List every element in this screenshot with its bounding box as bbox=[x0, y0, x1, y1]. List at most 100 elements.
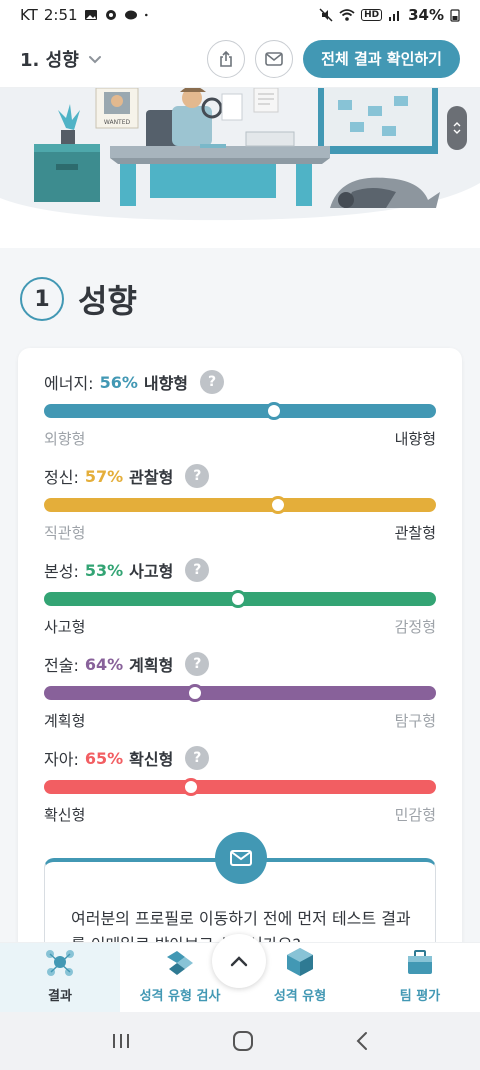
trait-bar-knob bbox=[182, 778, 200, 796]
trait-bar bbox=[44, 590, 436, 608]
app-header: 1. 성향 전체 결과 확인하기 bbox=[0, 30, 480, 88]
trait-type: 계획형 bbox=[129, 656, 174, 675]
trait-bar bbox=[44, 684, 436, 702]
trait-bar-knob bbox=[229, 590, 248, 608]
view-full-results-button[interactable]: 전체 결과 확인하기 bbox=[303, 39, 460, 78]
detective-office-illustration: WANTED bbox=[0, 88, 480, 248]
chevron-up-icon bbox=[230, 956, 248, 967]
trait-type: 사고형 bbox=[129, 562, 174, 581]
trait-right-pole: 관찰형 bbox=[394, 524, 436, 542]
wifi-icon bbox=[339, 9, 355, 21]
trait-row: 정신: 57% 관찰형? 직관형 관찰형 bbox=[44, 464, 436, 543]
section-dropdown-label: 1. 성향 bbox=[20, 49, 79, 71]
hd-badge: HD bbox=[361, 9, 383, 21]
help-icon[interactable]: ? bbox=[185, 558, 210, 582]
trait-bar-knob bbox=[269, 496, 288, 514]
trait-right-pole: 감정형 bbox=[394, 618, 436, 636]
envelope-icon bbox=[265, 51, 283, 66]
trait-right-pole: 민감형 bbox=[394, 806, 436, 824]
trait-row: 에너지: 56% 내향형? 외향형 내향형 bbox=[44, 370, 436, 449]
trait-bar bbox=[44, 402, 436, 420]
trait-right-pole: 탐구형 bbox=[394, 712, 436, 730]
nav-team-assessment[interactable]: 팀 평가 bbox=[360, 943, 480, 1012]
signal-icon bbox=[389, 11, 400, 21]
wanted-poster-text: WANTED bbox=[104, 119, 131, 126]
email-circle-button[interactable] bbox=[215, 832, 267, 884]
team-assessment-icon bbox=[408, 950, 432, 974]
status-bar: KT 2:51 HD 34% bbox=[0, 0, 480, 30]
trait-bar-ends: 사고형 감정형 bbox=[44, 616, 436, 637]
trait-name: 전술: bbox=[44, 656, 79, 675]
share-button[interactable] bbox=[207, 39, 246, 78]
recent-apps-icon[interactable] bbox=[110, 1031, 132, 1051]
chevron-down-small-icon bbox=[453, 129, 461, 134]
help-icon[interactable]: ? bbox=[185, 464, 210, 488]
section-title: 성향 bbox=[78, 282, 137, 320]
trait-label-row: 본성: 53% 사고형? bbox=[44, 558, 436, 582]
more-notifications-icon bbox=[144, 13, 148, 17]
system-navigation-bar bbox=[0, 1012, 480, 1070]
trait-row: 자아: 65% 확신형? 확신형 민감형 bbox=[44, 746, 436, 825]
trait-percent: 64% bbox=[84, 654, 124, 674]
nav-personality-types[interactable]: 성격 유형 bbox=[240, 943, 360, 1012]
trait-percent: 56% bbox=[99, 372, 138, 392]
scroll-handle[interactable] bbox=[447, 106, 467, 150]
nav-personality-test-label: 성격 유형 검사 bbox=[139, 989, 221, 1004]
nav-team-assessment-label: 팀 평가 bbox=[399, 989, 441, 1004]
trait-type: 관찰형 bbox=[129, 468, 174, 487]
section-dropdown[interactable]: 1. 성향 bbox=[20, 46, 103, 72]
trait-row: 본성: 53% 사고형? 사고형 감정형 bbox=[44, 558, 436, 637]
chevron-down-icon bbox=[88, 55, 101, 63]
results-icon bbox=[46, 950, 74, 976]
back-icon[interactable] bbox=[354, 1030, 370, 1052]
trait-type: 내향형 bbox=[143, 374, 189, 393]
trait-percent: 57% bbox=[84, 466, 124, 486]
section-number: 1 bbox=[20, 277, 64, 321]
home-icon[interactable] bbox=[232, 1030, 254, 1052]
nav-personality-test[interactable]: 성격 유형 검사 bbox=[120, 943, 240, 1012]
trait-bar-knob bbox=[185, 684, 204, 702]
nav-results[interactable]: 결과 bbox=[0, 943, 120, 1012]
trait-label-row: 전술: 64% 계획형? bbox=[44, 652, 436, 676]
clock: 2:51 bbox=[43, 6, 78, 24]
help-icon[interactable]: ? bbox=[185, 652, 210, 676]
carrier-label: KT bbox=[20, 6, 38, 24]
traits-card: 에너지: 56% 내향형? 외향형 내향형 정신: 57% 관찰형? 직관형 관찰형 본성: 53% 사… bbox=[18, 348, 462, 1018]
scroll-to-top-button[interactable] bbox=[212, 934, 266, 988]
trait-label-row: 자아: 65% 확신형? bbox=[44, 746, 436, 770]
personality-test-icon bbox=[167, 951, 193, 975]
hero-illustration: WANTED bbox=[0, 88, 480, 248]
trait-left-pole: 계획형 bbox=[44, 712, 86, 730]
share-icon bbox=[220, 50, 232, 67]
trait-name: 자아: bbox=[44, 750, 79, 769]
trait-bar-ends: 외향형 내향형 bbox=[44, 428, 436, 449]
trait-left-pole: 확신형 bbox=[44, 806, 86, 824]
trait-row: 전술: 64% 계획형? 계획형 탐구형 bbox=[44, 652, 436, 731]
email-button[interactable] bbox=[255, 39, 294, 78]
nav-results-label: 결과 bbox=[48, 989, 72, 1004]
trait-label-row: 에너지: 56% 내향형? bbox=[44, 370, 436, 394]
trait-bar bbox=[44, 778, 436, 796]
chevron-up-icon bbox=[453, 122, 461, 127]
trait-bar-ends: 계획형 탐구형 bbox=[44, 710, 436, 731]
trait-left-pole: 사고형 bbox=[44, 618, 86, 636]
trait-percent: 53% bbox=[84, 560, 124, 580]
trait-type: 확신형 bbox=[129, 750, 174, 769]
mute-icon bbox=[319, 8, 333, 22]
trait-name: 정신: bbox=[44, 468, 79, 487]
envelope-icon bbox=[230, 850, 252, 866]
help-icon[interactable]: ? bbox=[185, 746, 210, 770]
help-icon[interactable]: ? bbox=[200, 370, 225, 394]
trait-name: 에너지: bbox=[44, 374, 94, 393]
trait-bar bbox=[44, 496, 436, 514]
trait-left-pole: 외향형 bbox=[44, 430, 86, 448]
app-notification-icon bbox=[124, 10, 137, 20]
personality-types-icon bbox=[287, 948, 313, 976]
trait-bar-ends: 직관형 관찰형 bbox=[44, 522, 436, 543]
trait-bar-ends: 확신형 민감형 bbox=[44, 804, 436, 825]
trait-percent: 65% bbox=[84, 748, 124, 768]
trait-right-pole: 내향형 bbox=[394, 430, 436, 448]
nav-personality-types-label: 성격 유형 bbox=[273, 989, 327, 1004]
section-heading: 1 성향 bbox=[20, 276, 137, 322]
trait-bar-knob bbox=[265, 402, 284, 420]
